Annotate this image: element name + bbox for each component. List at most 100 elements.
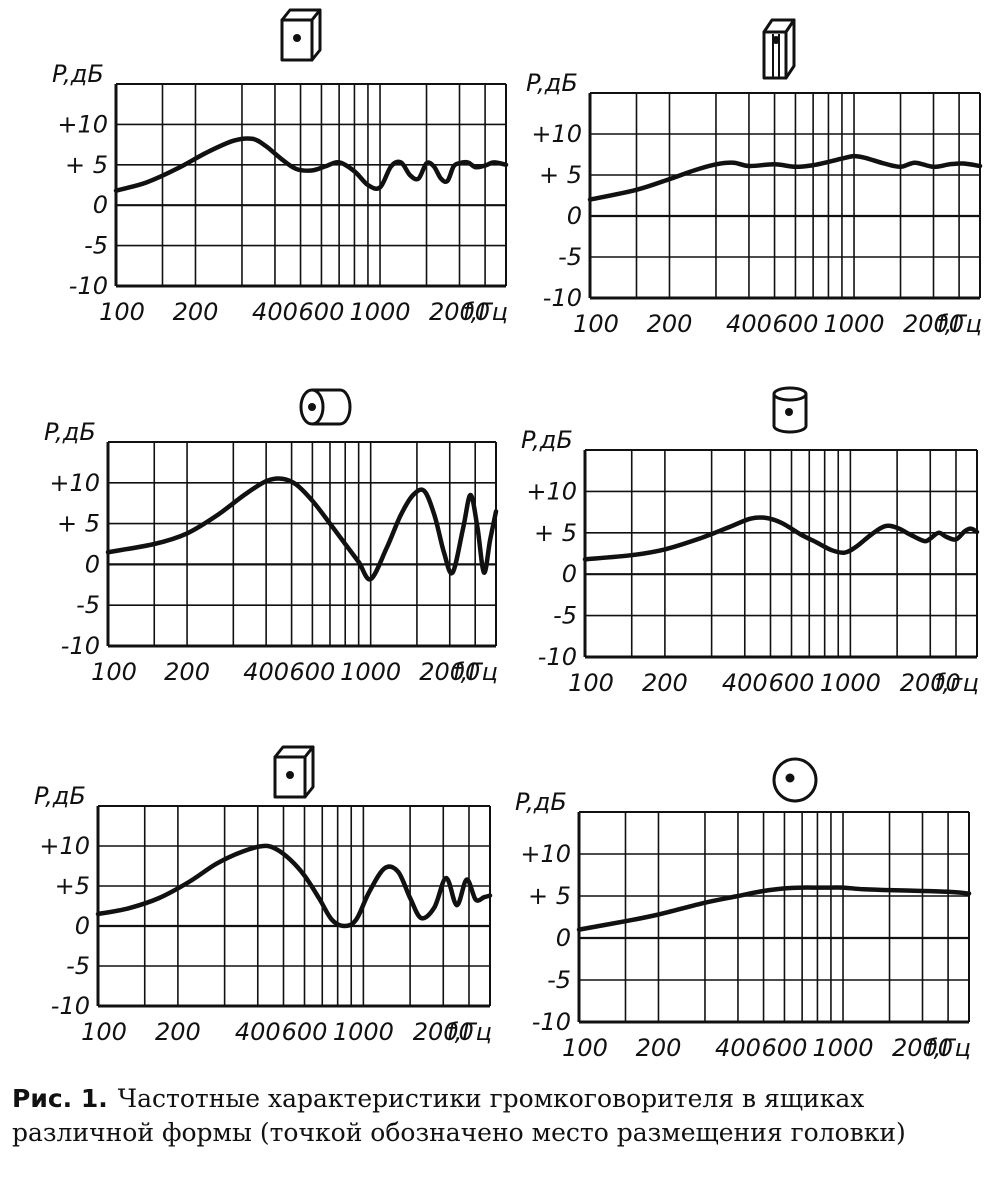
y-axis-label: P,дБ — [521, 426, 573, 454]
y-tick-label: -10 — [69, 272, 108, 300]
x-tick-label: 1000 — [812, 1034, 873, 1062]
y-tick-label: + 5 — [539, 161, 582, 189]
y-tick-label: 0 — [556, 924, 571, 952]
x-axis-label: f,Гц — [926, 1034, 971, 1062]
frequency-response-line — [587, 153, 983, 202]
x-tick-label: 1000 — [349, 298, 410, 326]
x-axis-label: f,Гц — [937, 310, 982, 338]
x-tick-label: 200 — [647, 310, 693, 338]
y-tick-label: 0 — [75, 912, 90, 940]
caption-line-2: различной формы (точкой обозначено место… — [12, 1118, 906, 1147]
sphere-icon — [772, 757, 818, 803]
cube-icon-dot-front — [273, 745, 315, 799]
x-tick-label: 2000 — [413, 1018, 474, 1046]
x-tick-label: 1000 — [333, 1018, 394, 1046]
x-tick-label: 400 — [252, 298, 298, 326]
frequency-response-line — [95, 843, 493, 929]
x-tick-label: 600 — [289, 658, 335, 686]
frequency-response-line — [113, 136, 509, 193]
cube-icon-dot-front — [280, 8, 322, 62]
x-tick-label: 100 — [99, 298, 145, 326]
x-tick-label: 400 — [715, 1034, 761, 1062]
caption-line-1: Частотные характеристики громкоговорител… — [117, 1084, 865, 1113]
x-tick-label: 400 — [243, 658, 289, 686]
grid — [107, 441, 497, 647]
frequency-response-line — [105, 476, 499, 582]
y-tick-label: 0 — [567, 202, 582, 230]
grid — [589, 92, 981, 299]
x-axis-label: f,Гц — [453, 658, 498, 686]
grid — [115, 83, 507, 287]
x-tick-label: 2000 — [892, 1034, 953, 1062]
horizontal-cylinder-icon — [299, 388, 352, 426]
y-tick-label: +10 — [526, 477, 577, 505]
y-tick-label: 0 — [85, 550, 100, 578]
y-tick-label: -5 — [558, 243, 582, 271]
y-axis-label: P,дБ — [515, 788, 567, 816]
y-tick-label: -10 — [61, 632, 100, 660]
x-axis-label: f,Гц — [463, 298, 508, 326]
vertical-cylinder-icon — [772, 386, 808, 434]
x-tick-label: 400 — [235, 1018, 281, 1046]
y-tick-label: +10 — [57, 110, 108, 138]
y-tick-label: +10 — [39, 832, 90, 860]
x-tick-label: 2000 — [903, 310, 964, 338]
grid — [97, 805, 491, 1007]
y-tick-label: -10 — [532, 1008, 571, 1036]
x-tick-label: 200 — [642, 669, 688, 697]
x-tick-label: 400 — [726, 310, 772, 338]
x-tick-label: 100 — [568, 669, 614, 697]
x-tick-label: 600 — [282, 1018, 328, 1046]
y-tick-label: +10 — [520, 840, 571, 868]
y-tick-label: -10 — [538, 643, 577, 671]
x-axis-label: f,гц — [934, 669, 979, 697]
x-tick-label: 200 — [164, 658, 210, 686]
x-tick-label: 100 — [81, 1018, 127, 1046]
y-tick-label: +10 — [531, 120, 582, 148]
x-tick-label: 200 — [636, 1034, 682, 1062]
x-tick-label: 200 — [173, 298, 219, 326]
y-tick-label: -10 — [51, 992, 90, 1020]
x-tick-label: 200 — [155, 1018, 201, 1046]
y-tick-label: -5 — [553, 602, 577, 630]
x-tick-label: 2000 — [429, 298, 490, 326]
x-tick-label: 600 — [299, 298, 345, 326]
x-tick-label: 2000 — [419, 658, 480, 686]
y-tick-label: 0 — [562, 560, 577, 588]
y-tick-label: -5 — [84, 232, 108, 260]
y-axis-label: P,дБ — [44, 418, 96, 446]
x-tick-label: 100 — [573, 310, 619, 338]
frequency-response-line — [576, 885, 972, 932]
x-tick-label: 100 — [91, 658, 137, 686]
y-axis-label: P,дБ — [34, 782, 86, 810]
x-tick-label: 2000 — [900, 669, 961, 697]
x-tick-label: 1000 — [340, 658, 401, 686]
x-tick-label: 1000 — [823, 310, 884, 338]
x-axis-label: f,Гц — [447, 1018, 492, 1046]
x-tick-label: 100 — [562, 1034, 608, 1062]
y-tick-label: +5 — [55, 872, 90, 900]
y-tick-label: -10 — [543, 284, 582, 312]
x-tick-label: 600 — [773, 310, 819, 338]
y-tick-label: -5 — [66, 952, 90, 980]
y-tick-label: + 5 — [65, 151, 108, 179]
y-tick-label: +10 — [49, 469, 100, 497]
x-tick-label: 600 — [769, 669, 815, 697]
x-tick-label: 600 — [762, 1034, 808, 1062]
caption-label: Рис. 1. — [12, 1084, 108, 1113]
y-tick-label: -5 — [76, 591, 100, 619]
figure-caption: Рис. 1. Частотные характеристики громкого… — [12, 1082, 992, 1150]
y-tick-label: + 5 — [528, 882, 571, 910]
y-axis-label: P,дБ — [526, 69, 578, 97]
x-tick-label: 1000 — [820, 669, 881, 697]
y-axis-label: P,дБ — [52, 60, 104, 88]
x-tick-label: 400 — [722, 669, 768, 697]
y-tick-label: + 5 — [534, 519, 577, 547]
